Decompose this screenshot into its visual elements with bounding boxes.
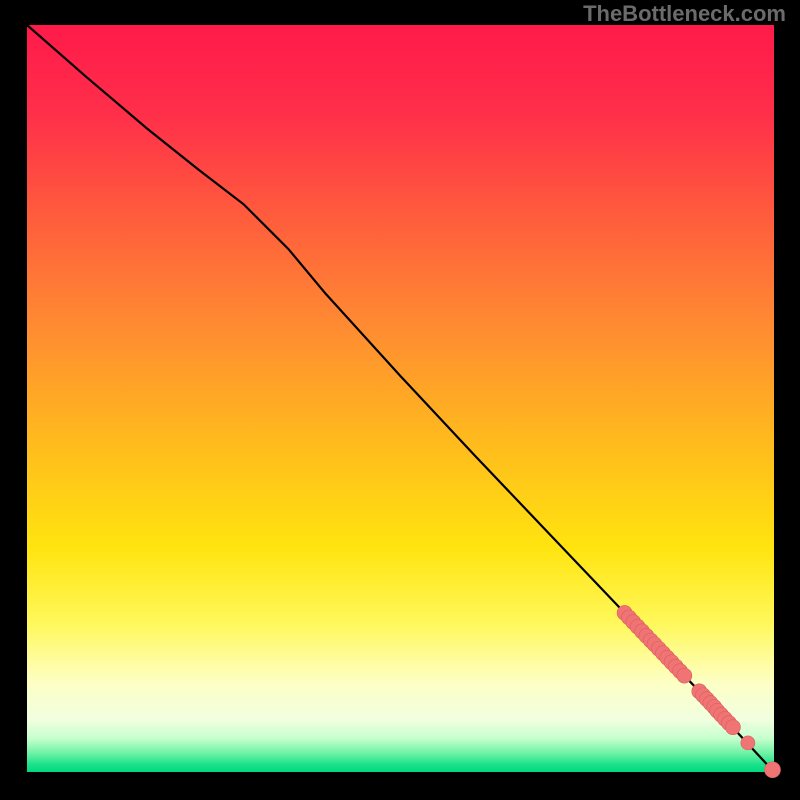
watermark-text: TheBottleneck.com xyxy=(583,1,786,27)
data-point xyxy=(725,720,740,735)
data-point xyxy=(741,736,755,750)
bottleneck-chart xyxy=(0,0,800,800)
data-point xyxy=(677,668,692,683)
data-point xyxy=(765,762,781,778)
chart-root: TheBottleneck.com xyxy=(0,0,800,800)
